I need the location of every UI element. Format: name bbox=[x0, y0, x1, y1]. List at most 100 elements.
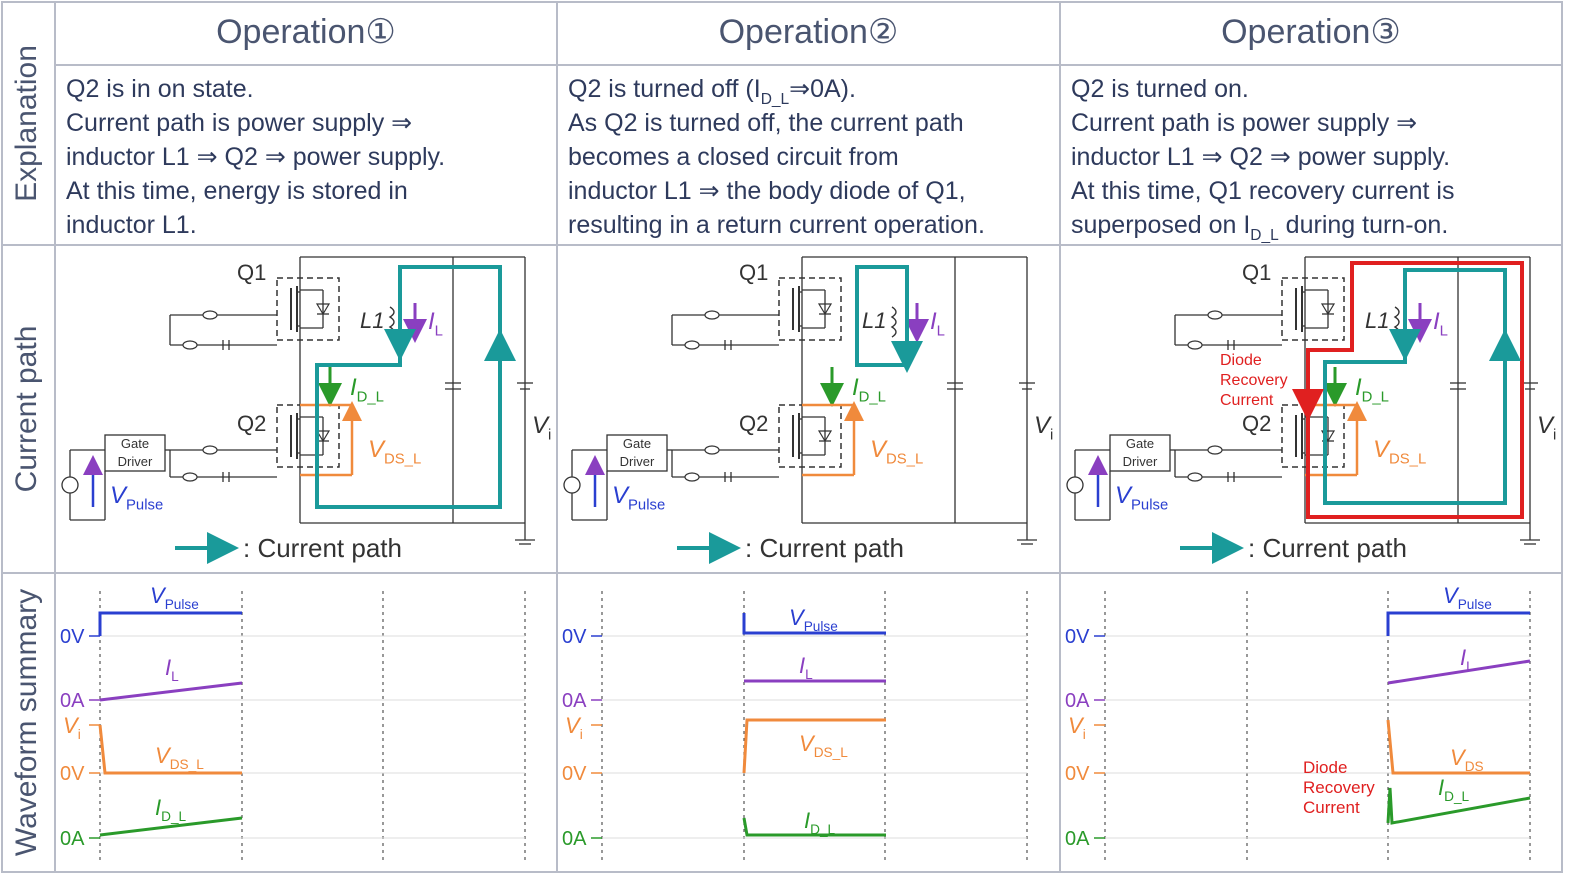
i-d-wave-label: ID_L bbox=[1438, 775, 1470, 804]
subscript: i bbox=[78, 727, 81, 742]
label-text: V bbox=[150, 583, 167, 608]
i-l-label: IL bbox=[428, 308, 443, 340]
column-title: Operation② bbox=[719, 13, 899, 51]
subscript: DS_L bbox=[384, 452, 421, 468]
i-l-wave-label: IL bbox=[165, 655, 179, 684]
resistor bbox=[202, 310, 218, 320]
resistor bbox=[182, 472, 198, 482]
label-text: V bbox=[532, 412, 550, 439]
v-ds-l-label: VDS_L bbox=[870, 436, 923, 468]
inductor bbox=[1393, 306, 1400, 338]
label-text: resulting in a return current operation. bbox=[568, 211, 985, 239]
v-pulse-wave bbox=[1386, 611, 1530, 636]
label-text: inductor L1 ⇒ the body diode of Q1, bbox=[568, 177, 966, 205]
subscript: Pulse bbox=[1458, 597, 1492, 612]
pulse-source bbox=[61, 476, 79, 494]
label-text: V bbox=[789, 605, 806, 630]
label-text: I bbox=[350, 374, 357, 401]
gate-driver-label: Gate bbox=[121, 436, 149, 451]
label-text: I bbox=[804, 808, 810, 833]
label-text: inductor L1 ⇒ Q2 ⇒ power supply. bbox=[1071, 143, 1450, 171]
v-i-label: Vi bbox=[1537, 412, 1556, 444]
subscript: DS_L bbox=[886, 452, 923, 468]
i-d-l-label: ID_L bbox=[852, 374, 886, 406]
v-i-level-label: Vi bbox=[63, 713, 81, 742]
explanation-line: inductor L1 ⇒ the body diode of Q1, bbox=[568, 177, 966, 205]
label-text: I bbox=[428, 308, 435, 335]
label-text: V bbox=[565, 713, 582, 738]
label-text: I bbox=[1438, 775, 1444, 800]
mosfet-box bbox=[1281, 277, 1345, 341]
diode bbox=[315, 303, 331, 316]
q2-label: Q2 bbox=[739, 411, 768, 436]
diode-recovery-label: Recovery bbox=[1220, 372, 1288, 389]
i-d-l-label: ID_L bbox=[350, 374, 384, 406]
resistor bbox=[1207, 445, 1223, 455]
resistor bbox=[684, 340, 700, 350]
label-text: V bbox=[1115, 482, 1133, 509]
i-l-label: IL bbox=[930, 308, 945, 340]
i-d-l-label: ID_L bbox=[1355, 374, 1389, 406]
i-d-wave bbox=[1386, 787, 1531, 825]
v-i-label: Vi bbox=[1034, 412, 1053, 444]
explanation-line: Q2 is turned off (ID_L⇒0A). bbox=[568, 75, 856, 108]
legend-label: : Current path bbox=[745, 533, 904, 563]
v-pulse-label: VPulse bbox=[110, 482, 163, 514]
i-l-wave bbox=[1387, 659, 1531, 685]
subscript: L bbox=[1466, 659, 1474, 674]
legend-label: : Current path bbox=[243, 533, 402, 563]
subscript: D_L bbox=[810, 822, 835, 837]
subscript: DS_L bbox=[170, 757, 205, 772]
label-text: V bbox=[1068, 713, 1085, 738]
i-l-wave-label: IL bbox=[1460, 645, 1474, 674]
v-i-level-label: Vi bbox=[1068, 713, 1086, 742]
axis-zero-label: 0V bbox=[562, 763, 587, 785]
explanation-line: As Q2 is turned off, the current path bbox=[568, 109, 964, 137]
v-ds-wave bbox=[1386, 719, 1530, 775]
gate-driver-label: Driver bbox=[1123, 454, 1158, 469]
pulse-source bbox=[1066, 476, 1084, 494]
gate-driver-label: Gate bbox=[623, 436, 651, 451]
axis-zero-label: 0V bbox=[1065, 763, 1090, 785]
axis-zero-label: 0A bbox=[1065, 690, 1090, 712]
label-text: V bbox=[368, 436, 386, 463]
subscript: L bbox=[171, 669, 179, 684]
label-text: V bbox=[799, 731, 816, 756]
resistor bbox=[1187, 472, 1203, 482]
i-l-wave bbox=[99, 681, 243, 702]
current-path bbox=[1323, 268, 1507, 505]
explanation-line: Q2 is in on state. bbox=[66, 75, 254, 103]
gate-driver-box bbox=[1109, 434, 1171, 472]
subscript: Pulse bbox=[1131, 498, 1168, 514]
label-text: At this time, energy is stored in bbox=[66, 177, 408, 205]
q1-label: Q1 bbox=[237, 260, 266, 285]
legend-label: : Current path bbox=[1248, 533, 1407, 563]
v-ds-wave bbox=[742, 718, 886, 774]
diode-recovery-wave-label: Diode bbox=[1303, 758, 1347, 777]
explanation-line: Current path is power supply ⇒ bbox=[66, 109, 412, 137]
v-ds-wave-label: VDS_L bbox=[799, 731, 848, 760]
label-text: V bbox=[1034, 412, 1052, 439]
subscript: D_L bbox=[161, 809, 186, 824]
v-pulse-wave-label: VPulse bbox=[789, 605, 838, 634]
label-text: during turn-on. bbox=[1279, 211, 1449, 239]
axis-zero-label: 0A bbox=[562, 690, 587, 712]
label-text: V bbox=[870, 436, 888, 463]
label-text: Q2 is in on state. bbox=[66, 75, 254, 103]
explanation-line: At this time, Q1 recovery current is bbox=[1071, 177, 1454, 205]
v-ds-wave bbox=[98, 724, 242, 775]
subscript: Pulse bbox=[165, 597, 199, 612]
gate-driver-box bbox=[104, 434, 166, 472]
subscript: i bbox=[580, 727, 583, 742]
v-ds-l-label: VDS_L bbox=[368, 436, 421, 468]
subscript: i bbox=[1553, 428, 1556, 444]
label-text: ⇒0A). bbox=[789, 75, 856, 103]
resistor bbox=[182, 340, 198, 350]
explanation-line: Current path is power supply ⇒ bbox=[1071, 109, 1417, 137]
mosfet-box bbox=[276, 277, 340, 341]
subscript: DS bbox=[1465, 759, 1484, 774]
i-l-wave-label: IL bbox=[799, 653, 813, 682]
resistor bbox=[1187, 340, 1203, 350]
label-text: I bbox=[1460, 645, 1466, 670]
pulse-source bbox=[563, 476, 581, 494]
